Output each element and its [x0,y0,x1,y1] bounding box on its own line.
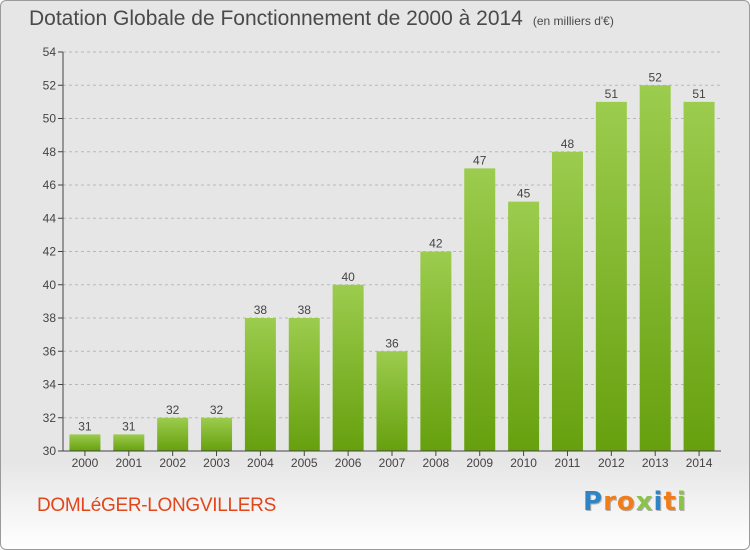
y-tick-label: 54 [43,45,57,59]
data-label: 47 [473,153,487,167]
x-tick-label: 2009 [466,456,493,470]
bar [157,417,189,451]
chart-unit: (en milliers d'€) [532,14,614,28]
x-tick-label: 2011 [555,456,581,470]
y-tick-label: 46 [43,178,57,192]
logo-letter: x [635,487,654,517]
x-tick-label: 2003 [203,456,230,470]
x-tick-label: 2012 [598,456,625,470]
bar [683,101,715,451]
logo-letter: i [676,487,687,517]
data-label: 51 [605,87,619,101]
bar [508,201,540,451]
commune-name: DOMLéGER-LONGVILLERS [37,495,276,516]
data-label: 48 [561,137,575,151]
bar [595,101,627,451]
y-tick-label: 32 [43,411,57,425]
logo-letter: i [653,487,664,517]
bar [332,284,364,451]
x-tick-label: 2008 [423,456,450,470]
y-tick-label: 36 [43,344,57,358]
y-tick-label: 44 [43,211,57,225]
y-tick-label: 38 [43,311,57,325]
bar [201,417,233,451]
x-tick-label: 2004 [247,456,274,470]
y-tick-label: 30 [43,444,57,458]
x-tick-label: 2000 [72,456,99,470]
bar [551,151,583,451]
y-tick-label: 52 [43,78,57,92]
y-tick-label: 34 [43,378,57,392]
bar [69,434,101,451]
bar [288,318,320,451]
x-tick-label: 2013 [642,456,669,470]
bar [420,251,452,451]
data-label: 38 [254,303,268,317]
data-label: 36 [385,336,399,350]
data-label: 31 [122,419,136,433]
y-tick-label: 48 [43,145,57,159]
x-tick-label: 2002 [159,456,186,470]
x-tick-label: 2010 [510,456,537,470]
y-tick-label: 42 [43,245,57,259]
proxiti-logo: Proxiti [583,487,687,517]
x-tick-label: 2005 [291,456,318,470]
x-tick-label: 2014 [686,456,713,470]
logo-letter: t [663,487,677,517]
x-tick-label: 2001 [115,456,142,470]
data-label: 38 [298,303,312,317]
data-label: 40 [341,270,355,284]
data-label: 52 [649,70,663,84]
y-tick-label: 40 [43,278,57,292]
bar [113,434,145,451]
bar [244,318,276,451]
data-label: 42 [429,237,443,251]
data-label: 32 [210,403,224,417]
bar [464,168,496,451]
data-label: 31 [78,419,92,433]
bar [639,85,671,451]
data-label: 45 [517,187,531,201]
data-label: 32 [166,403,180,417]
y-tick-label: 50 [43,112,57,126]
logo-letter: P [583,487,604,517]
x-tick-label: 2006 [335,456,362,470]
logo-letter: o [616,487,636,517]
logo-letter: r [603,487,617,517]
bar [376,351,408,451]
chart-title: Dotation Globale de Fonctionnement de 20… [29,7,614,31]
x-tick-label: 2007 [379,456,406,470]
data-label: 51 [692,87,706,101]
chart-title-text: Dotation Globale de Fonctionnement de 20… [29,7,523,30]
